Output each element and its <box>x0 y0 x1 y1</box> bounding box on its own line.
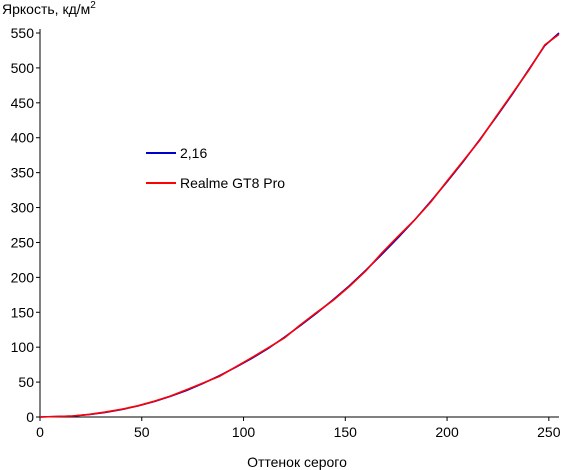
y-tick-label: 350 <box>11 165 35 181</box>
series-line-2 <box>39 33 560 418</box>
y-tick-label: 250 <box>11 234 35 250</box>
y-tick-label: 550 <box>11 25 35 41</box>
axes <box>39 29 559 418</box>
series-line-1 <box>39 32 560 418</box>
legend: 2,16 Realme GT8 Pro <box>146 145 285 191</box>
y-tick-label: 100 <box>11 339 35 355</box>
legend-label-series-1: 2,16 <box>180 145 207 161</box>
ticks: 0 50 100 150 200 250 300 350 400 450 500 550 0 50 100 1… <box>11 25 561 440</box>
y-axis-title-text: Яркость, кд/м <box>2 1 90 17</box>
y-tick-label: 450 <box>11 95 35 111</box>
series <box>39 32 560 418</box>
y-tick-label: 300 <box>11 200 35 216</box>
y-tick-label: 0 <box>26 409 34 425</box>
y-tick-label: 150 <box>11 304 35 320</box>
y-tick-label: 500 <box>11 60 35 76</box>
y-axis-title-superscript: 2 <box>90 0 96 11</box>
legend-label-series-2: Realme GT8 Pro <box>180 175 285 191</box>
x-tick-label: 100 <box>232 424 256 440</box>
x-tick-label: 50 <box>134 424 150 440</box>
y-tick-label: 400 <box>11 130 35 146</box>
x-tick-label: 150 <box>334 424 358 440</box>
y-tick-label: 200 <box>11 269 35 285</box>
y-axis-title: Яркость, кд/м2 <box>2 0 96 17</box>
x-tick-label: 200 <box>435 424 459 440</box>
y-tick-label: 50 <box>18 374 34 390</box>
x-tick-label: 0 <box>36 424 44 440</box>
x-tick-label: 250 <box>537 424 561 440</box>
x-axis-title: Оттенок серого <box>247 454 347 470</box>
